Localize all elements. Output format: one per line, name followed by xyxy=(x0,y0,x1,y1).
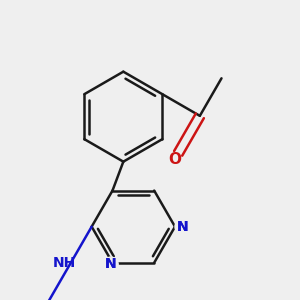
Circle shape xyxy=(103,257,118,272)
Text: N: N xyxy=(176,220,188,234)
Text: O: O xyxy=(168,152,181,167)
Text: N: N xyxy=(105,257,117,272)
Circle shape xyxy=(175,219,190,234)
Text: NH: NH xyxy=(52,256,76,269)
Text: N: N xyxy=(176,220,188,234)
Text: N: N xyxy=(105,257,117,272)
